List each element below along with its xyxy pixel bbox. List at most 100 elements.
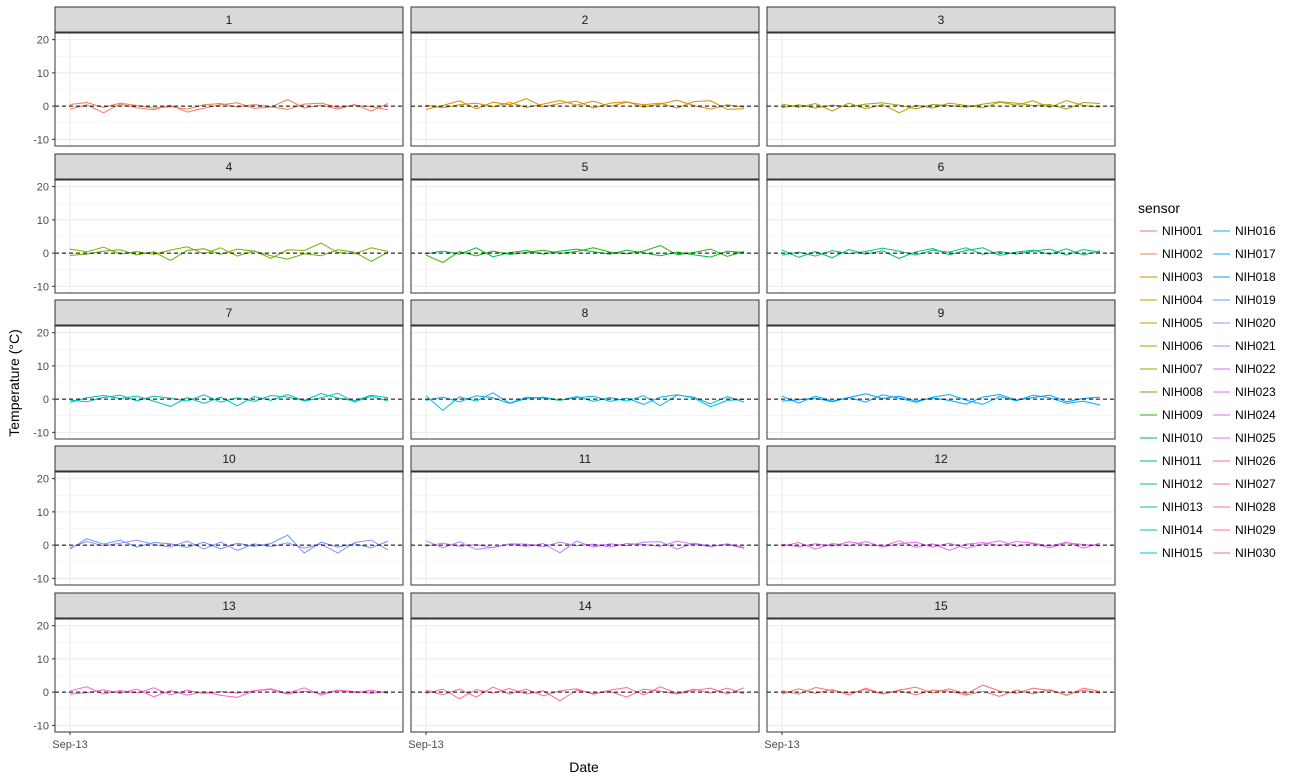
- series-line-NIH010: [425, 247, 745, 258]
- y-tick-label: 10: [37, 215, 49, 227]
- facet-strip-label: 8: [582, 306, 589, 320]
- legend-label-NIH018: NIH018: [1235, 270, 1276, 284]
- facet-strip-label: 10: [222, 452, 236, 466]
- y-tick-label: 10: [37, 361, 49, 373]
- series-line-NIH016: [425, 394, 745, 408]
- legend-label-NIH022: NIH022: [1235, 362, 1276, 376]
- facet-panel-11: 11: [410, 445, 760, 586]
- legend-label-NIH015: NIH015: [1162, 546, 1203, 560]
- y-tick-label: 20: [37, 182, 49, 194]
- legend-label-NIH017: NIH017: [1235, 247, 1276, 261]
- panel-border: [766, 179, 1116, 294]
- y-tick-label: 20: [37, 35, 49, 47]
- series-line-NIH006: [781, 101, 1101, 110]
- series-line-NIH020: [69, 539, 389, 554]
- legend-label-NIH009: NIH009: [1162, 408, 1203, 422]
- facet-strip: [410, 299, 760, 326]
- legend-label-NIH028: NIH028: [1235, 500, 1276, 514]
- series-line-NIH001: [69, 98, 389, 114]
- series-line-NIH002: [69, 101, 389, 111]
- legend: sensor NIH001 NIH002 NIH003 NIH004 NIH005 NIH…: [1138, 200, 1276, 560]
- panel-border: [410, 325, 760, 440]
- y-tick-label: 10: [37, 654, 49, 666]
- facet-strip-label: 4: [226, 160, 233, 174]
- panel-border: [766, 618, 1116, 733]
- facet-strip: [410, 445, 760, 472]
- series-line-NIH030: [781, 686, 1101, 697]
- series-line-NIH022: [425, 540, 745, 549]
- facet-panel-8: 8: [410, 299, 760, 440]
- series-line-NIH015: [425, 392, 745, 412]
- facet-strip: [54, 153, 404, 180]
- facet-panel-1: 1 -10 0 10 20: [33, 6, 404, 147]
- facet-strip-label: 1: [226, 13, 233, 27]
- facet-strip-label: 6: [938, 160, 945, 174]
- y-tick-label: -10: [33, 427, 49, 439]
- facet-strip: [410, 592, 760, 619]
- facet-strip-label: 14: [578, 599, 592, 613]
- series-line-NIH026: [69, 688, 389, 698]
- facet-strip-label: 13: [222, 599, 236, 613]
- legend-label-NIH005: NIH005: [1162, 316, 1203, 330]
- facet-strip: [766, 6, 1116, 33]
- legend-label-NIH006: NIH006: [1162, 339, 1203, 353]
- legend-label-NIH012: NIH012: [1162, 477, 1203, 491]
- series-line-NIH025: [69, 686, 389, 696]
- y-tick-label: 20: [37, 328, 49, 340]
- legend-label-NIH014: NIH014: [1162, 523, 1203, 537]
- y-tick-label: 0: [43, 101, 49, 113]
- series-line-NIH017: [781, 393, 1101, 406]
- legend-label-NIH023: NIH023: [1235, 385, 1276, 399]
- facet-panel-15: 15 Sep-13: [764, 592, 1116, 751]
- facet-strip: [410, 6, 760, 33]
- facet-strip: [766, 445, 1116, 472]
- facet-panel-13: 13 -10 0 10 20 Sep-13: [33, 592, 404, 751]
- legend-label-NIH004: NIH004: [1162, 293, 1203, 307]
- legend-label-NIH024: NIH024: [1235, 408, 1276, 422]
- facet-panel-10: 10 -10 0 10 20: [33, 445, 404, 586]
- legend-label-NIH019: NIH019: [1235, 293, 1276, 307]
- y-tick-label: -10: [33, 281, 49, 293]
- facet-strip: [54, 6, 404, 33]
- legend-label-NIH016: NIH016: [1235, 224, 1276, 238]
- legend-label-NIH027: NIH027: [1235, 477, 1276, 491]
- panel-border: [410, 471, 760, 586]
- legend-label-NIH021: NIH021: [1235, 339, 1276, 353]
- series-line-NIH008: [69, 248, 389, 262]
- panel-border: [54, 179, 404, 294]
- legend-label-NIH001: NIH001: [1162, 224, 1203, 238]
- facet-strip: [766, 153, 1116, 180]
- legend-label-NIH029: NIH029: [1235, 523, 1276, 537]
- facet-strip: [766, 299, 1116, 326]
- y-tick-label: 10: [37, 507, 49, 519]
- series-line-NIH018: [781, 393, 1101, 405]
- facet-strip-label: 15: [934, 599, 948, 613]
- panel-border: [766, 325, 1116, 440]
- facet-panel-14: 14 Sep-13: [408, 592, 760, 751]
- facet-strip: [766, 592, 1116, 619]
- series-line-NIH013: [69, 392, 389, 403]
- legend-label-NIH025: NIH025: [1235, 431, 1276, 445]
- facet-strip: [54, 592, 404, 619]
- facet-strip-label: 12: [934, 452, 948, 466]
- series-line-NIH003: [425, 97, 745, 110]
- y-tick-label: 20: [37, 621, 49, 633]
- facet-panel-4: 4 -10 0 10 20: [33, 153, 404, 294]
- legend-label-NIH030: NIH030: [1235, 546, 1276, 560]
- series-line-NIH028: [425, 687, 745, 702]
- y-tick-label: -10: [33, 573, 49, 585]
- panel-border: [54, 618, 404, 733]
- panel-border: [54, 325, 404, 440]
- y-tick-label: 0: [43, 394, 49, 406]
- facet-panel-3: 3: [766, 6, 1116, 147]
- legend-label-NIH007: NIH007: [1162, 362, 1203, 376]
- panel-border: [410, 618, 760, 733]
- series-line-NIH011: [781, 247, 1101, 259]
- panel-border: [766, 471, 1116, 586]
- legend-label-NIH008: NIH008: [1162, 385, 1203, 399]
- legend-label-NIH010: NIH010: [1162, 431, 1203, 445]
- facet-strip: [54, 299, 404, 326]
- facet-strip-label: 9: [938, 306, 945, 320]
